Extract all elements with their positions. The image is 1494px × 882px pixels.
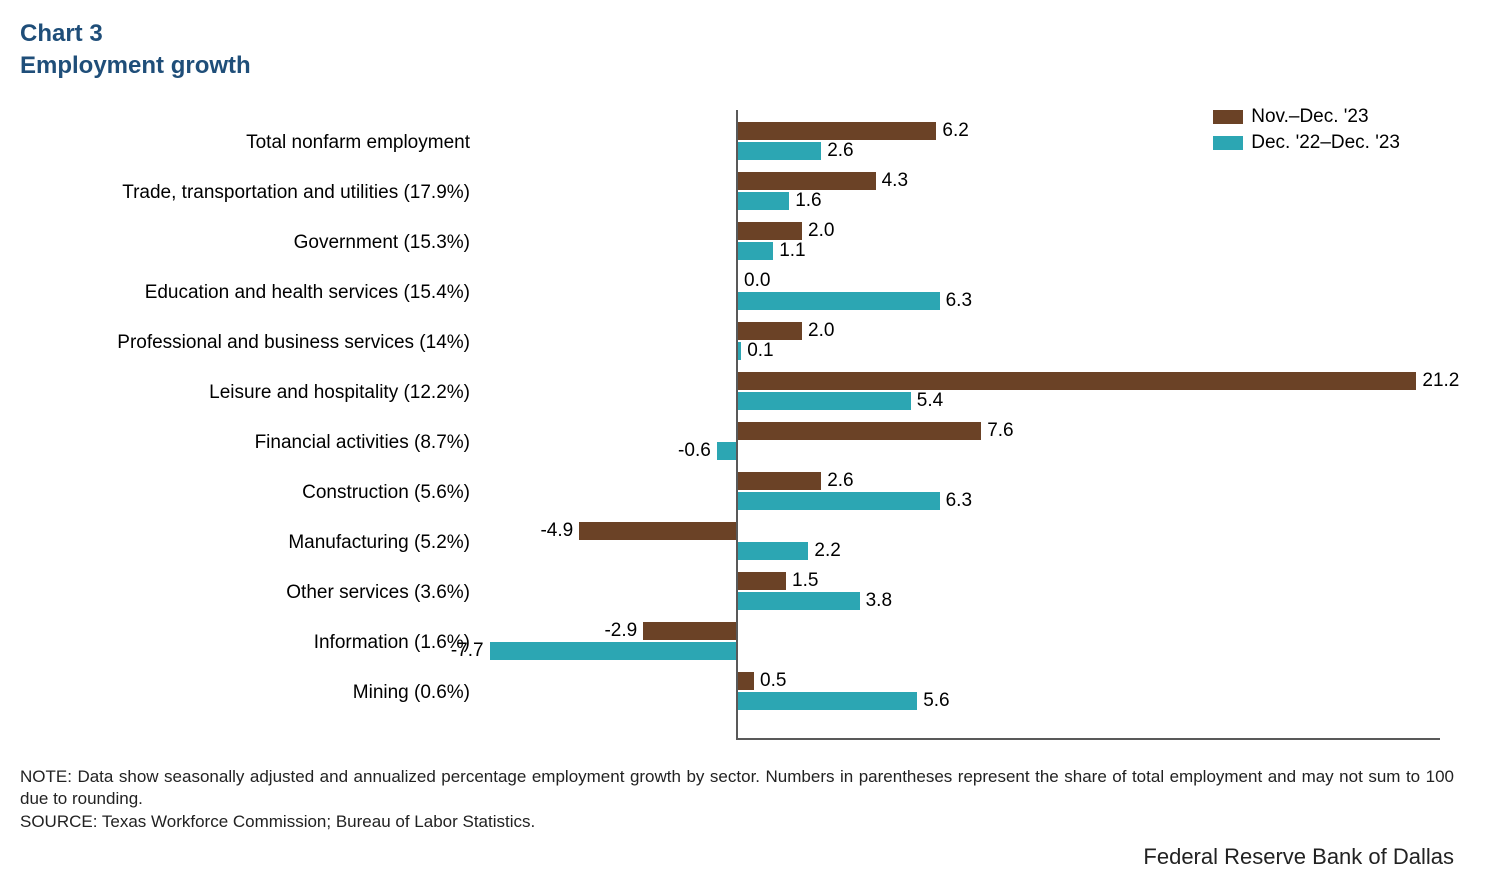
bar-series-a (738, 172, 876, 190)
bar-series-b (738, 592, 860, 610)
source-text: SOURCE: Texas Workforce Commission; Bure… (20, 811, 1454, 832)
bar-series-b (738, 192, 789, 210)
bar-series-a (738, 672, 754, 690)
value-label-b: -0.6 (678, 440, 711, 462)
category-group: Manufacturing (5.2%)-4.92.2 (480, 518, 1440, 568)
value-label-a: 1.5 (792, 570, 818, 592)
note-text: NOTE: Data show seasonally adjusted and … (20, 766, 1454, 809)
category-label: Construction (5.6%) (20, 482, 470, 504)
bar-series-b (738, 342, 741, 360)
category-label: Education and health services (15.4%) (20, 282, 470, 304)
footnotes: NOTE: Data show seasonally adjusted and … (20, 766, 1454, 834)
category-group: Leisure and hospitality (12.2%)21.25.4 (480, 368, 1440, 418)
bar-series-b (490, 642, 736, 660)
value-label-b: 1.6 (795, 190, 821, 212)
attribution: Federal Reserve Bank of Dallas (1143, 844, 1454, 870)
bar-series-a (738, 372, 1416, 390)
bar-series-b (738, 242, 773, 260)
bar-series-a (738, 122, 936, 140)
category-group: Professional and business services (14%)… (480, 318, 1440, 368)
category-group: Total nonfarm employment6.22.6 (480, 118, 1440, 168)
bar-series-a (738, 472, 821, 490)
bar-series-a (579, 522, 736, 540)
category-label: Mining (0.6%) (20, 682, 470, 704)
x-axis (736, 738, 1440, 740)
category-label: Trade, transportation and utilities (17.… (20, 182, 470, 204)
value-label-b: 1.1 (779, 240, 805, 262)
category-group: Information (1.6%)-2.9-7.7 (480, 618, 1440, 668)
bar-series-a (738, 222, 802, 240)
value-label-b: 5.6 (923, 690, 949, 712)
chart-number: Chart 3 (20, 20, 1454, 48)
value-label-a: 7.6 (987, 420, 1013, 442)
bar-series-a (738, 322, 802, 340)
category-group: Mining (0.6%)0.55.6 (480, 668, 1440, 718)
value-label-a: 2.0 (808, 320, 834, 342)
chart-area: Nov.–Dec. '23 Dec. '22–Dec. '23 Total no… (20, 110, 1454, 750)
bar-series-a (738, 422, 981, 440)
value-label-b: 0.1 (747, 340, 773, 362)
bar-series-b (738, 292, 940, 310)
category-label: Professional and business services (14%) (20, 332, 470, 354)
value-label-a: 0.5 (760, 670, 786, 692)
value-label-a: -2.9 (604, 620, 637, 642)
value-label-a: -4.9 (540, 520, 573, 542)
bar-series-a (643, 622, 736, 640)
bar-series-b (738, 392, 911, 410)
value-label-b: -7.7 (451, 640, 484, 662)
plot-area: Nov.–Dec. '23 Dec. '22–Dec. '23 Total no… (480, 110, 1440, 750)
category-group: Other services (3.6%)1.53.8 (480, 568, 1440, 618)
bar-series-b (717, 442, 736, 460)
chart-title: Employment growth (20, 52, 1454, 80)
category-label: Other services (3.6%) (20, 582, 470, 604)
category-label: Manufacturing (5.2%) (20, 532, 470, 554)
value-label-a: 4.3 (882, 170, 908, 192)
value-label-a: 6.2 (942, 120, 968, 142)
value-label-b: 5.4 (917, 390, 943, 412)
bar-series-b (738, 492, 940, 510)
category-label: Financial activities (8.7%) (20, 432, 470, 454)
category-group: Construction (5.6%)2.66.3 (480, 468, 1440, 518)
value-label-a: 2.0 (808, 220, 834, 242)
value-label-b: 2.6 (827, 140, 853, 162)
category-group: Trade, transportation and utilities (17.… (480, 168, 1440, 218)
bar-series-b (738, 542, 808, 560)
value-label-b: 3.8 (866, 590, 892, 612)
category-group: Government (15.3%)2.01.1 (480, 218, 1440, 268)
bar-series-b (738, 142, 821, 160)
value-label-b: 6.3 (946, 490, 972, 512)
category-group: Education and health services (15.4%)0.0… (480, 268, 1440, 318)
category-label: Leisure and hospitality (12.2%) (20, 382, 470, 404)
value-label-b: 2.2 (814, 540, 840, 562)
value-label-a: 0.0 (744, 270, 770, 292)
category-label: Information (1.6%) (20, 632, 470, 654)
value-label-b: 6.3 (946, 290, 972, 312)
category-group: Financial activities (8.7%)7.6-0.6 (480, 418, 1440, 468)
category-label: Government (15.3%) (20, 232, 470, 254)
category-label: Total nonfarm employment (20, 132, 470, 154)
value-label-a: 2.6 (827, 470, 853, 492)
value-label-a: 21.2 (1422, 370, 1459, 392)
bar-series-a (738, 572, 786, 590)
bar-series-b (738, 692, 917, 710)
